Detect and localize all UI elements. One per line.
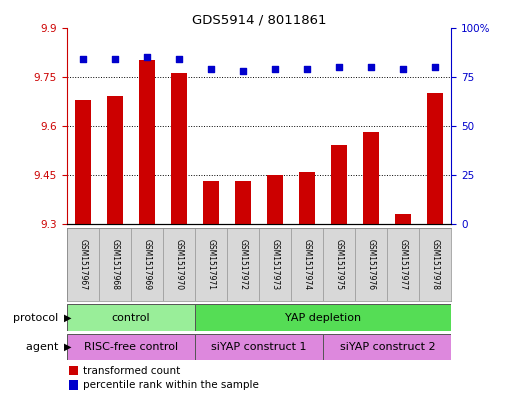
- Text: GSM1517975: GSM1517975: [334, 239, 344, 290]
- Bar: [259, 228, 291, 301]
- Bar: [396, 214, 411, 224]
- Point: [111, 56, 119, 62]
- Bar: [139, 60, 155, 224]
- Text: control: control: [111, 312, 150, 323]
- Bar: [203, 182, 219, 224]
- Bar: [323, 228, 355, 301]
- Text: GSM1517971: GSM1517971: [206, 239, 215, 290]
- Point: [367, 64, 376, 70]
- Text: GSM1517974: GSM1517974: [303, 239, 312, 290]
- Point: [78, 56, 87, 62]
- Bar: [75, 99, 91, 224]
- Bar: [227, 228, 259, 301]
- Text: ▶: ▶: [64, 342, 72, 352]
- Bar: [299, 172, 315, 224]
- Point: [303, 66, 311, 72]
- Point: [431, 64, 440, 70]
- Text: GSM1517969: GSM1517969: [142, 239, 151, 290]
- Bar: [387, 228, 420, 301]
- Point: [207, 66, 215, 72]
- Bar: [171, 73, 187, 224]
- Bar: [98, 228, 131, 301]
- Title: GDS5914 / 8011861: GDS5914 / 8011861: [192, 13, 326, 26]
- Bar: [355, 228, 387, 301]
- Bar: [195, 228, 227, 301]
- Text: GSM1517976: GSM1517976: [367, 239, 376, 290]
- Text: protocol: protocol: [13, 312, 62, 323]
- Bar: [235, 182, 251, 224]
- Point: [399, 66, 407, 72]
- Bar: [67, 228, 98, 301]
- Text: transformed count: transformed count: [83, 365, 180, 376]
- Bar: [323, 334, 451, 360]
- Text: agent: agent: [26, 342, 62, 352]
- Text: percentile rank within the sample: percentile rank within the sample: [83, 380, 259, 390]
- Text: GSM1517967: GSM1517967: [78, 239, 87, 290]
- Point: [175, 56, 183, 62]
- Point: [271, 66, 279, 72]
- Text: siYAP construct 1: siYAP construct 1: [211, 342, 307, 352]
- Bar: [69, 365, 78, 375]
- Bar: [267, 175, 283, 224]
- Point: [335, 64, 343, 70]
- Bar: [131, 228, 163, 301]
- Text: ▶: ▶: [64, 312, 72, 323]
- Bar: [331, 145, 347, 224]
- Text: GSM1517972: GSM1517972: [239, 239, 248, 290]
- Bar: [420, 228, 451, 301]
- Text: siYAP construct 2: siYAP construct 2: [340, 342, 435, 352]
- Text: GSM1517978: GSM1517978: [431, 239, 440, 290]
- Bar: [107, 96, 123, 224]
- Bar: [195, 304, 451, 331]
- Text: YAP depletion: YAP depletion: [285, 312, 361, 323]
- Text: GSM1517977: GSM1517977: [399, 239, 408, 290]
- Bar: [363, 132, 379, 224]
- Bar: [67, 304, 195, 331]
- Text: GSM1517968: GSM1517968: [110, 239, 120, 290]
- Bar: [427, 93, 443, 224]
- Bar: [195, 334, 323, 360]
- Text: GSM1517973: GSM1517973: [270, 239, 280, 290]
- Text: GSM1517970: GSM1517970: [174, 239, 184, 290]
- Point: [239, 68, 247, 74]
- Point: [143, 54, 151, 60]
- Bar: [67, 334, 195, 360]
- Text: RISC-free control: RISC-free control: [84, 342, 178, 352]
- Bar: [163, 228, 195, 301]
- Bar: [291, 228, 323, 301]
- Bar: [69, 380, 78, 389]
